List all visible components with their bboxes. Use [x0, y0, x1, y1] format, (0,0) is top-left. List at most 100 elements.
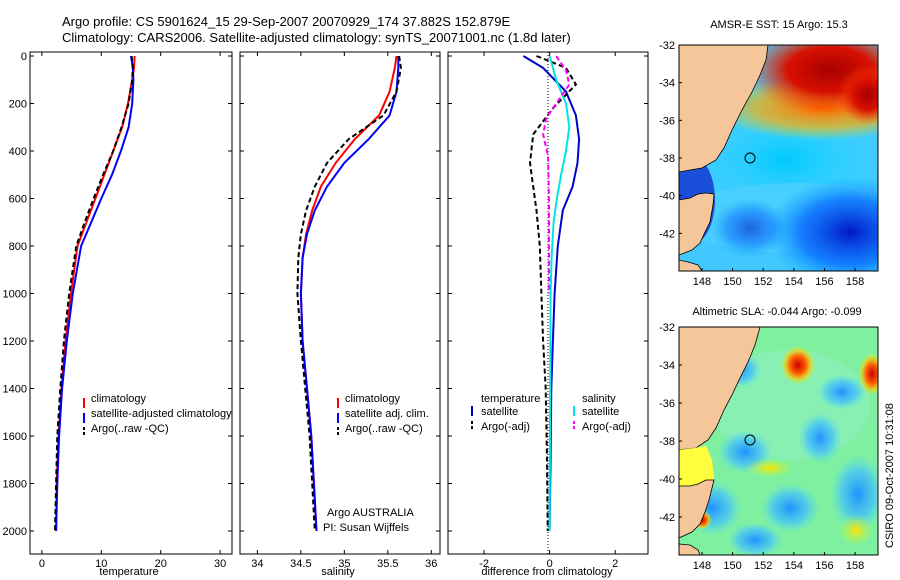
legend-label-climatology: climatology	[91, 393, 147, 405]
header-line-2: Climatology: CARS2006. Satellite-adjuste…	[62, 30, 571, 45]
map-y-tick-label: -36	[659, 398, 675, 410]
sla-low-6	[760, 483, 820, 533]
land-south	[679, 259, 703, 271]
temperature-xlabel: temperature	[99, 566, 158, 578]
sla-map	[679, 327, 878, 555]
map-x-tick-label: 156	[815, 276, 833, 288]
x-tick-label: 2	[612, 558, 618, 570]
axis-ticks: 0 10 20 30020040060080010001200140016001800…	[3, 51, 648, 570]
y-tick-label: 1800	[3, 479, 27, 491]
x-tick-label: 0	[39, 558, 45, 570]
x-tick-label: 35.5	[377, 558, 398, 570]
land-australia	[679, 45, 769, 173]
y-tick-label: 1600	[3, 431, 27, 443]
land-south	[679, 543, 701, 555]
x-tick-label: 20	[155, 558, 167, 570]
legend-label-sal-satellite: satellite	[582, 406, 619, 418]
series-satellite-adjusted-climatology	[55, 55, 135, 532]
y-tick-label: 200	[9, 99, 27, 111]
legend-label-temp-argo: Argo(-adj)	[481, 421, 530, 433]
csiro-timestamp: CSIRO 09-Oct-2007 10:31:08	[884, 403, 896, 548]
legend-heading-salinity: salinity	[582, 393, 616, 405]
map-y-tick-label: -42	[659, 228, 675, 240]
land-tasmania-strait	[679, 192, 715, 256]
y-tick-label: 600	[9, 194, 27, 206]
temperature-axes	[29, 51, 233, 555]
sla-high-band	[745, 458, 795, 478]
salinity-legend: climatology satellite adj. clim. Argo(..…	[337, 393, 429, 437]
sst-map	[679, 45, 878, 271]
sla-map-title: Altimetric SLA: -0.044 Argo: -0.099	[692, 306, 861, 318]
legend-label-argo: Argo(..raw -QC)	[345, 423, 423, 435]
y-tick-label: 400	[9, 146, 27, 158]
x-tick-label: 35	[338, 558, 350, 570]
y-tick-label: 800	[9, 241, 27, 253]
difference-axes	[447, 51, 649, 555]
series-satellite-adj-clim	[299, 56, 400, 532]
sla-low-4	[798, 412, 842, 464]
map-x-tick-label: 158	[846, 276, 864, 288]
y-tick-label: 2000	[3, 526, 27, 538]
legend-label-climatology: climatology	[345, 393, 401, 405]
difference-xlabel: difference from climatology	[481, 566, 613, 578]
series-temperature-satellite	[522, 55, 581, 532]
difference-legend: temperature satellite Argo(-adj) salinit…	[471, 393, 631, 433]
map-y-tick-label: -40	[659, 191, 675, 203]
legend-label-sal-argo: Argo(-adj)	[582, 421, 631, 433]
y-tick-label: 1000	[3, 289, 27, 301]
series-argo-raw-qc	[296, 55, 402, 532]
sst-cold-eddy	[765, 177, 878, 271]
x-tick-label: 34	[251, 558, 263, 570]
sst-map-title: AMSR-E SST: 15 Argo: 15.3	[710, 19, 848, 31]
x-tick-label: -2	[479, 558, 489, 570]
x-tick-label: 34.5	[290, 558, 311, 570]
series-argo-raw-qc	[54, 55, 134, 532]
map-y-tick-label: -42	[659, 512, 675, 524]
sla-high-east	[858, 352, 878, 396]
temperature-legend: climatology satellite-adjusted climatolo…	[83, 393, 232, 437]
map-y-tick-label: -36	[659, 115, 675, 127]
x-tick-label: 0	[547, 558, 553, 570]
map-y-tick-label: -38	[659, 436, 675, 448]
credit-agency: Argo AUSTRALIA	[327, 507, 414, 519]
map-x-tick-label: 148	[693, 560, 711, 572]
series-salinity-argo-adj	[542, 55, 571, 294]
map-x-tick-label: 154	[785, 560, 803, 572]
legend-label-satellite: satellite adj. clim.	[345, 408, 429, 420]
sst-warm-core-east	[838, 65, 878, 125]
x-tick-label: 10	[95, 558, 107, 570]
map-x-tick-label: 150	[723, 560, 741, 572]
map-x-tick-label: 152	[754, 560, 772, 572]
sla-map-ticks: 148 150 152 154 156 158 -32 -34 -36 -38 -40 -42	[659, 322, 864, 572]
legend-label-argo: Argo(..raw -QC)	[91, 423, 169, 435]
series-temperature-argo-adj	[528, 55, 578, 532]
profile-lines	[54, 55, 581, 532]
map-x-tick-label: 152	[754, 276, 772, 288]
land-tasmania-strait	[679, 479, 715, 539]
sla-low-7	[830, 454, 878, 534]
x-tick-label: 36	[425, 558, 437, 570]
map-y-tick-label: -32	[659, 40, 675, 52]
map-y-tick-label: -32	[659, 322, 675, 334]
map-x-tick-label: 158	[846, 560, 864, 572]
legend-label-temp-satellite: satellite	[481, 406, 518, 418]
map-x-tick-label: 148	[693, 276, 711, 288]
sla-high-se	[838, 514, 874, 546]
x-tick-label: 30	[214, 558, 226, 570]
sla-profile-marker	[744, 434, 756, 446]
y-tick-label: 0	[21, 51, 27, 63]
sla-high-eddy	[780, 345, 816, 385]
map-y-tick-label: -34	[659, 78, 675, 90]
series-salinity-satellite	[548, 55, 571, 532]
map-x-tick-label: 150	[723, 276, 741, 288]
salinity-xlabel: salinity	[321, 566, 355, 578]
map-y-tick-label: -40	[659, 474, 675, 486]
y-tick-label: 1400	[3, 384, 27, 396]
map-x-tick-label: 156	[815, 560, 833, 572]
map-x-tick-label: 154	[785, 276, 803, 288]
map-y-tick-label: -38	[659, 153, 675, 165]
sst-cold-patch	[710, 198, 790, 258]
legend-label-satellite: satellite-adjusted climatology	[91, 408, 232, 420]
salinity-axes	[239, 51, 441, 555]
